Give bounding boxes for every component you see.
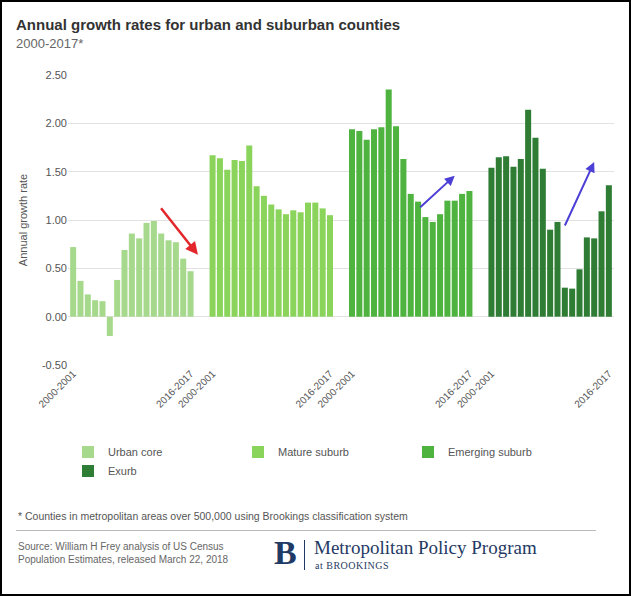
svg-text:2016-2017: 2016-2017: [154, 368, 196, 410]
html-text:Metropolitan Policy Program: Metropolitan Policy Program: [314, 537, 537, 558]
svg-text:2016-2017: 2016-2017: [293, 368, 335, 410]
html-text:* Counties in metropolitan are: * Counties in metropolitan areas over 50…: [18, 510, 408, 522]
svg-text:0.00: 0.00: [46, 311, 67, 323]
svg-text:0.50: 0.50: [46, 262, 67, 274]
html-text:Annual growth rates for urban: Annual growth rates for urban and suburb…: [16, 16, 401, 33]
svg-text:2000-2001: 2000-2001: [455, 368, 497, 410]
svg-text:Urban core: Urban core: [108, 446, 162, 458]
svg-text:Annual growth rate: Annual growth rate: [17, 174, 29, 266]
html-text:B: B: [274, 534, 297, 571]
svg-text:Emerging suburb: Emerging suburb: [448, 446, 532, 458]
svg-text:1.00: 1.00: [46, 214, 67, 226]
svg-text:2000-2001: 2000-2001: [315, 368, 357, 410]
html-text:at BROOKINGS: at BROOKINGS: [315, 560, 390, 571]
svg-text:2016-2017: 2016-2017: [433, 368, 475, 410]
html-text:2000-2017*: 2000-2017*: [16, 36, 84, 51]
svg-text:2000-2001: 2000-2001: [36, 368, 78, 410]
html-text:Source: William H Frey analysi: Source: William H Frey analysis of US Ce…: [18, 541, 229, 565]
svg-text:2.00: 2.00: [46, 117, 67, 129]
svg-text:2.50: 2.50: [46, 69, 67, 81]
svg-text:Mature suburb: Mature suburb: [278, 446, 349, 458]
svg-text:Exurb: Exurb: [108, 465, 137, 477]
svg-text:2016-2017: 2016-2017: [572, 368, 614, 410]
svg-text:-0.50: -0.50: [42, 359, 67, 371]
svg-text:1.50: 1.50: [46, 166, 67, 178]
svg-text:2000-2001: 2000-2001: [176, 368, 218, 410]
